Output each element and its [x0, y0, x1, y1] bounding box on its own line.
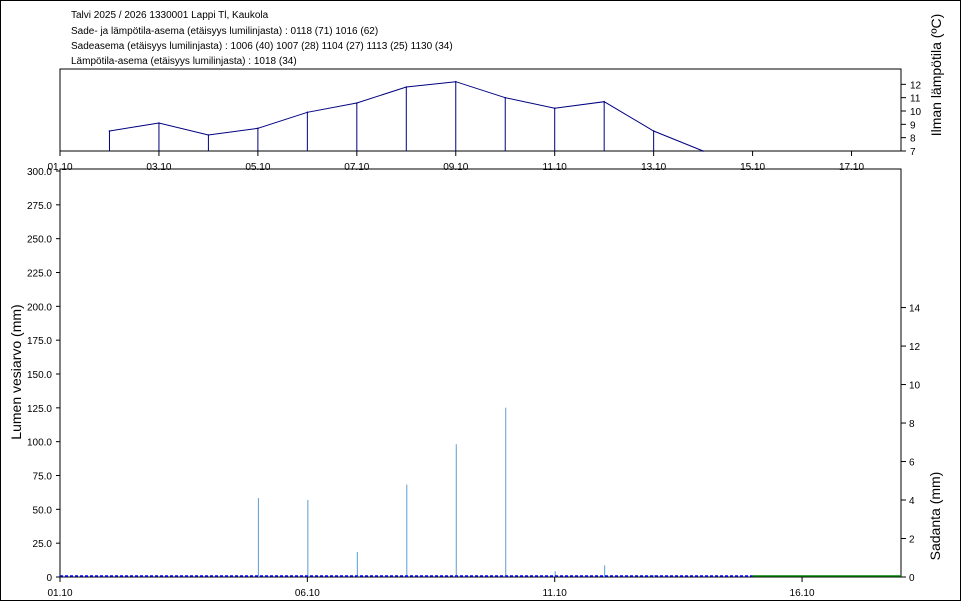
precipitation-y-tick-label: 4	[909, 496, 915, 507]
temperature-point	[454, 80, 457, 83]
temperature-x-tick-label: 09.10	[443, 162, 468, 173]
swe-y-tick-label: 300.0	[27, 167, 52, 178]
temperature-plot-area	[59, 68, 902, 152]
swe-y-tick-label: 225.0	[27, 269, 52, 280]
swe-axis-label: Lumen vesiarvo (mm)	[8, 304, 24, 439]
temperature-x-tick-label: 01.10	[47, 162, 72, 173]
main-x-tick-label: 06.10	[295, 588, 320, 599]
swe-y-tick-label: 25.0	[33, 539, 53, 550]
main-x-tick-label: 16.10	[790, 588, 815, 599]
temperature-y-tick-label: 9	[910, 120, 916, 131]
precipitation-axis-label: Sadanta (mm)	[927, 472, 943, 561]
temperature-point	[306, 111, 309, 114]
temperature-axis-label: Ilman lämpötila (ºC)	[928, 14, 944, 137]
swe-y-tick-label: 100.0	[27, 438, 52, 449]
temperature-x-tick-label: 03.10	[146, 162, 171, 173]
temperature-x-tick-label: 17.10	[839, 162, 864, 173]
temperature-point	[108, 130, 111, 132]
swe-y-tick-label: 50.0	[33, 505, 53, 516]
swe-y-tick-label: 275.0	[27, 201, 52, 212]
temperature-point	[504, 96, 507, 99]
swe-y-tick-label: 125.0	[27, 404, 52, 415]
temperature-y-tick-label: 12	[910, 80, 922, 91]
swe-y-tick-label: 175.0	[27, 336, 52, 347]
temperature-x-tick-label: 07.10	[344, 162, 369, 173]
temperature-x-tick-label: 13.10	[641, 162, 666, 173]
swe-y-tick-label: 150.0	[27, 370, 52, 381]
header-station-temp: Lämpötila-asema (etäisyys lumilinjasta) …	[71, 56, 297, 67]
swe-y-tick-label: 75.0	[33, 472, 53, 483]
header-station-temp-precip: Sade- ja lämpötila-asema (etäisyys lumil…	[71, 26, 379, 37]
swe-y-tick-label: 0	[46, 573, 52, 584]
temperature-point	[553, 107, 556, 110]
swe-y-tick-label: 250.0	[27, 235, 52, 246]
temperature-point	[257, 127, 259, 130]
temperature-x-tick-label: 11.10	[543, 162, 568, 173]
precipitation-y-tick-label: 8	[909, 419, 915, 430]
temperature-point	[405, 86, 408, 88]
temperature-point	[207, 134, 210, 136]
temperature-x-tick-label: 05.10	[245, 162, 270, 173]
temperature-point	[652, 130, 655, 132]
header-title: Talvi 2025 / 2026 1330001 Lappi Tl, Kauk…	[71, 10, 269, 21]
temperature-y-tick-label: 7	[910, 147, 916, 158]
temperature-point	[158, 122, 160, 124]
precipitation-y-tick-label: 12	[909, 342, 921, 353]
temperature-point	[356, 102, 358, 104]
main-x-tick-label: 11.10	[543, 588, 568, 599]
swe-y-tick-label: 200.0	[27, 302, 52, 313]
precipitation-y-tick-label: 14	[909, 304, 921, 315]
header-station-precip: Sadeasema (etäisyys lumilinjasta) : 1006…	[71, 41, 453, 52]
temperature-x-tick-label: 15.10	[740, 162, 765, 173]
temperature-y-tick-label: 11	[910, 94, 921, 105]
temperature-y-tick-label: 8	[910, 134, 916, 145]
temperature-y-tick-label: 10	[910, 107, 922, 118]
main-x-tick-label: 01.10	[47, 588, 72, 599]
precipitation-y-tick-label: 6	[909, 458, 915, 469]
temperature-point	[702, 150, 704, 152]
precipitation-y-tick-label: 10	[909, 381, 921, 392]
precipitation-y-tick-label: 0	[909, 573, 915, 584]
main-plot-area	[59, 168, 902, 578]
temperature-point	[603, 100, 605, 103]
precipitation-y-tick-label: 2	[909, 535, 915, 546]
